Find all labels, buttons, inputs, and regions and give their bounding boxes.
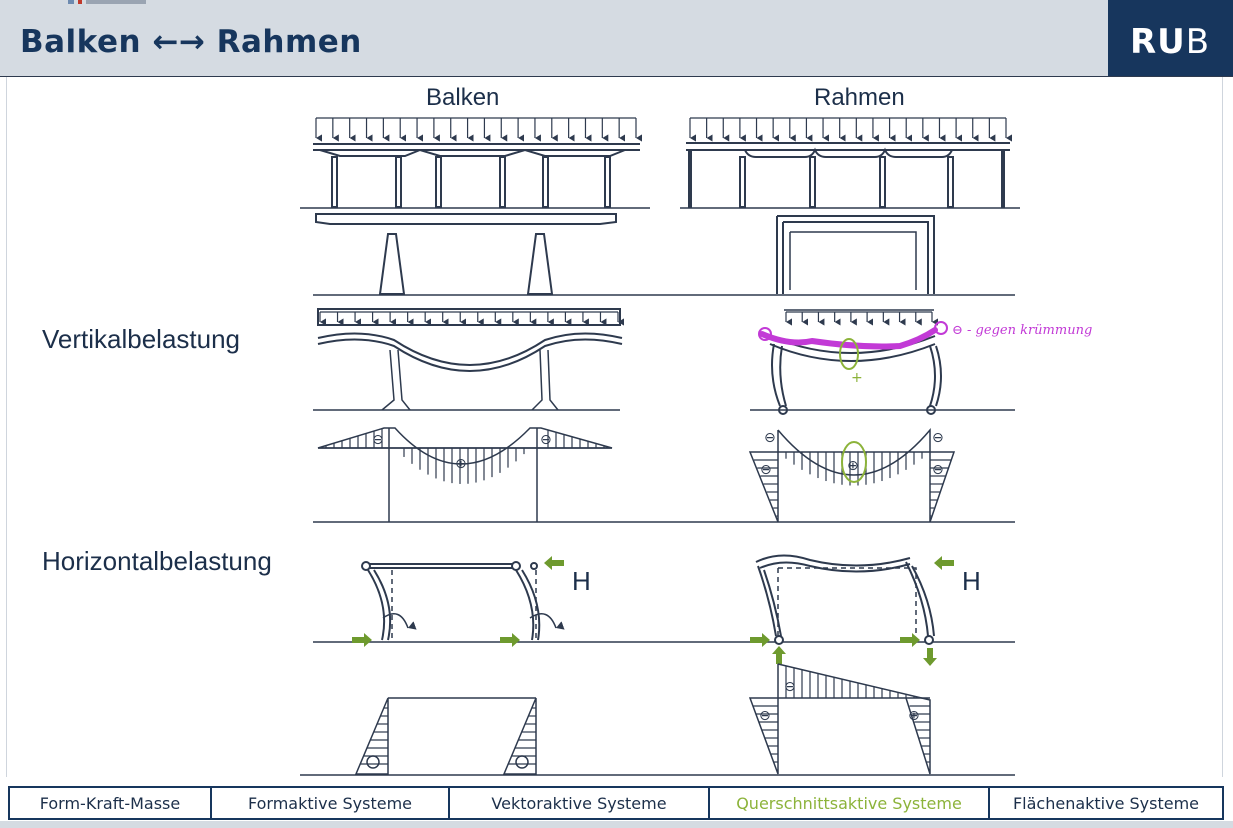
- distributed-load-balken-top: [315, 117, 642, 142]
- balken-horizontal-moment-diagram: [300, 697, 1015, 776]
- logo-regular: B: [1185, 22, 1211, 62]
- annotation-text: ⊖ - gegen krümmung: [952, 323, 1092, 338]
- rahmen-sign-minus-col-right: ⊖: [932, 461, 944, 477]
- horizontal-load-arrows: [352, 556, 954, 666]
- rahmen-h-sign-plus: ⊕: [908, 707, 920, 723]
- balken-moment-diagram: ⊖ ⊖ ⊕: [313, 427, 1015, 523]
- footer-item-flaechenaktive-systeme[interactable]: Flächenaktive Systeme: [1012, 793, 1200, 813]
- column-title-balken: Balken: [426, 84, 500, 111]
- arrow-down-r: [923, 648, 937, 666]
- arrow-h-right: [934, 556, 954, 570]
- arrow-reaction-r2: [900, 633, 920, 647]
- balken-bridge-elevation: [300, 117, 650, 209]
- row-label-vertical: Vertikalbelastung: [42, 324, 241, 354]
- right-border: [1222, 77, 1223, 777]
- rahmen-sign-plus: ⊕: [847, 457, 859, 473]
- footer-item-form-kraft-masse[interactable]: Form-Kraft-Masse: [10, 788, 212, 818]
- rahmen-moment-diagram: ⊖ ⊖ ⊖ ⊖ ⊕: [748, 427, 956, 523]
- balken-vertical-deformation: [313, 308, 624, 411]
- load-label-h-right: H: [962, 566, 981, 596]
- rahmen-sign-minus-col-left: ⊖: [760, 461, 772, 477]
- arrow-up-r: [772, 646, 786, 664]
- balken-sign-plus: ⊕: [455, 455, 467, 471]
- balken-sign-minus-right: ⊖: [540, 431, 552, 447]
- arrow-reaction-r1: [750, 633, 770, 647]
- rahmen-sign-minus-top-left: ⊖: [764, 429, 776, 445]
- annotation-plus: +: [851, 370, 863, 386]
- distributed-load-rahmen-vertical: [785, 311, 938, 326]
- rahmen-h-sign-minus-top: ⊖: [784, 678, 796, 694]
- slide-title: Balken ←→ Rahmen: [20, 24, 362, 60]
- arrow-reaction-l1: [352, 633, 372, 647]
- balken-moment-hatching: [325, 428, 605, 484]
- handwritten-annotation: ⊖ - gegen krümmung +: [758, 321, 1092, 386]
- balken-horizontal-deformation: [313, 561, 1015, 643]
- logo-bold: RU: [1130, 22, 1186, 62]
- footer-item-vektoraktive-systeme[interactable]: Vektoraktive Systeme: [450, 788, 710, 818]
- footer-item-formaktive-systeme[interactable]: Formaktive Systeme: [212, 788, 450, 818]
- column-title-rahmen: Rahmen: [814, 84, 905, 111]
- rahmen-h-sign-minus-left: ⊖: [759, 707, 771, 723]
- header-bar: [0, 0, 1233, 76]
- rahmen-sign-minus-top-right: ⊖: [932, 429, 944, 445]
- balken-cross-section: [313, 213, 1015, 296]
- left-border: [6, 77, 7, 777]
- load-label-h-left: H: [572, 566, 591, 596]
- rub-logo-text: RUB: [1130, 22, 1210, 62]
- footer-navigation: Form-Kraft-Masse Formaktive Systeme Vekt…: [8, 786, 1224, 820]
- rub-logo: [1108, 0, 1233, 76]
- bottom-bar: [0, 821, 1233, 828]
- row-label-horizontal: Horizontalbelastung: [42, 546, 272, 576]
- balken-sign-minus-left: ⊖: [372, 431, 384, 447]
- rahmen-cross-section: [776, 215, 935, 294]
- arrow-h-left: [544, 556, 564, 570]
- top-color-mark: [60, 0, 220, 4]
- rahmen-bridge-elevation: [680, 117, 1020, 209]
- arrow-reaction-l2: [500, 633, 520, 647]
- distributed-load-rahmen-top: [689, 117, 1012, 142]
- distributed-load-balken-vertical: [319, 311, 624, 326]
- header-rule: [0, 76, 1233, 77]
- rahmen-horizontal-deformation: [755, 554, 935, 645]
- footer-item-querschnittsaktive-systeme[interactable]: Querschnittsaktive Systeme: [710, 788, 990, 818]
- balken-horizontal-hatching: [360, 707, 536, 765]
- rahmen-horizontal-moment-diagram: ⊖ ⊖ ⊕: [748, 663, 931, 775]
- rahmen-horizontal-hatching: [753, 665, 930, 771]
